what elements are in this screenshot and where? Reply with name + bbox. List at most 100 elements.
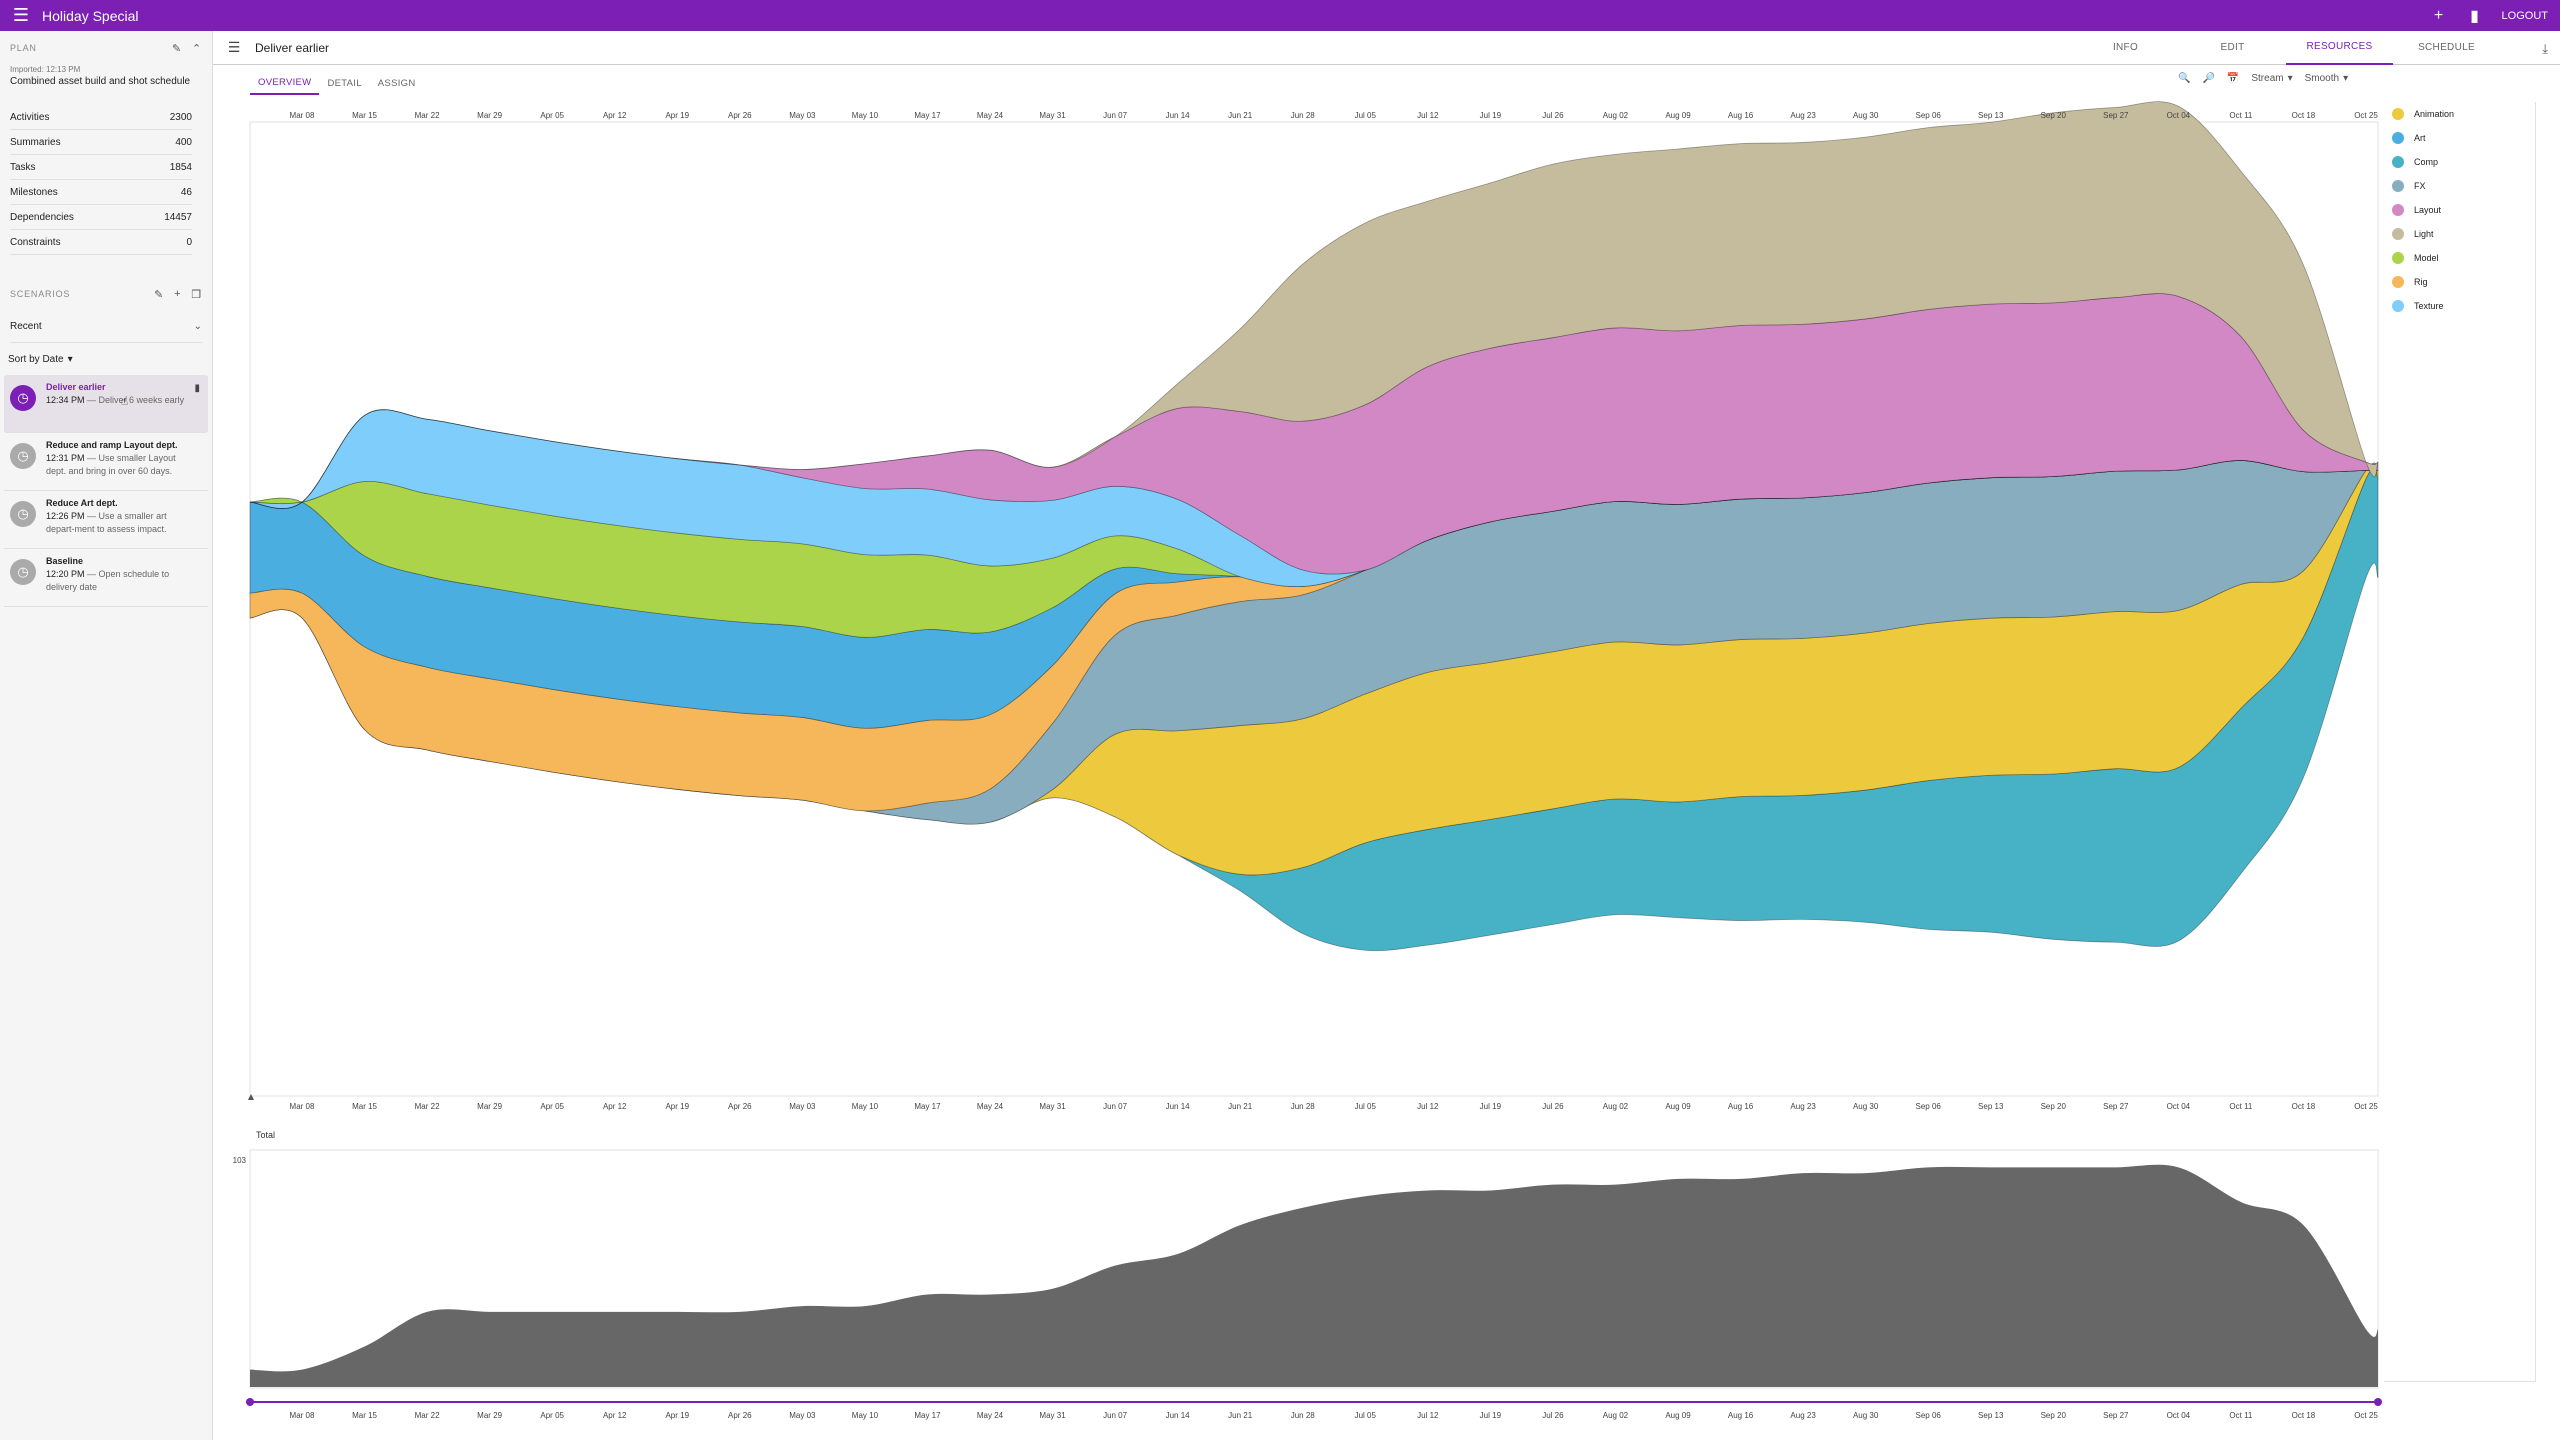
download-icon[interactable]: ⤓ [2542,41,2548,56]
legend-swatch [2392,228,2404,240]
scenario-desc: Use smaller Layout dept. and bring in ov… [46,453,176,476]
scenario-item[interactable]: ◷ Baseline 12:20 PM — Open schedule to d… [4,549,208,607]
top-axis-tick-label: Aug 02 [1603,111,1629,120]
total-axis-tick-label: Aug 30 [1853,1411,1879,1420]
stream-layer-rig[interactable] [249,460,2379,812]
bottom-axis-tick-label: Mar 22 [415,1102,440,1111]
main-header: ☰ Deliver earlier INFO EDIT RESOURCES SCHED… [213,31,2560,65]
total-axis-tick-label: Mar 22 [415,1411,440,1420]
top-axis-tick-label: Jul 12 [1417,111,1439,120]
legend-item[interactable]: Comp [2384,150,2535,174]
legend-item[interactable]: Model [2384,246,2535,270]
chevron-up-icon[interactable]: ⌃ [191,42,202,55]
stream-layer-layout[interactable] [249,293,2379,575]
total-axis-tick-label: Aug 09 [1665,1411,1691,1420]
menu-icon[interactable]: ☰ [12,5,30,25]
legend-item[interactable]: Light [2384,222,2535,246]
tab-info[interactable]: INFO [2112,42,2139,53]
subtab-assign[interactable]: ASSIGN [377,77,416,89]
list-icon[interactable]: ☰ [227,39,241,55]
clock-icon: ◷ [10,501,36,527]
tab-schedule[interactable]: SCHEDULE [2418,42,2475,53]
sort-dropdown[interactable]: Sort by Date ▾ [0,343,212,375]
tab-resources[interactable]: RESOURCES [2286,31,2393,65]
stream-layer-fx[interactable] [249,460,2379,825]
legend-item[interactable]: FX [2384,174,2535,198]
nav-tabs: INFO EDIT RESOURCES SCHEDULE [2072,31,2500,65]
legend-label: Texture [2414,301,2444,311]
bottom-axis-tick-label: Aug 09 [1665,1102,1691,1111]
copy-scenario-icon[interactable]: ❐ [191,288,202,301]
legend-item[interactable]: Rig [2384,270,2535,294]
total-axis-tick-label: Aug 02 [1603,1411,1629,1420]
subtab-overview[interactable]: OVERVIEW [250,71,320,95]
calendar-icon[interactable]: 📅 [2226,73,2240,84]
edit-scenario-icon[interactable]: ✎ [154,288,165,301]
top-axis-tick-label: May 03 [789,111,816,120]
total-axis-tick-label: Apr 26 [728,1411,752,1420]
legend-label: FX [2414,181,2426,191]
delete-scenario-icon[interactable]: ▮ [194,383,200,394]
total-area [250,1164,2378,1387]
mode-dropdown[interactable]: Stream ▾ [2251,73,2292,84]
scenario-item[interactable]: ◷ Deliver earlier 12:34 PM — Deliver 6 w… [4,375,208,433]
delete-icon[interactable]: ▮ [2470,7,2479,25]
bottom-axis-tick-label: Apr 19 [665,1102,689,1111]
stream-layer-art[interactable] [249,460,2379,729]
bottom-axis-tick-label: Mar 29 [477,1102,502,1111]
legend-item[interactable]: Animation [2384,102,2535,126]
add-scenario-icon[interactable]: + [174,287,182,300]
bottom-axis-tick-label: Mar 15 [352,1102,377,1111]
total-axis-tick-label: Oct 25 [2354,1411,2378,1420]
edit-plan-icon[interactable]: ✎ [171,42,182,55]
stream-layer-model[interactable] [249,460,2379,638]
app-title: Holiday Special [42,7,139,24]
stream-layer-animation[interactable] [249,462,2379,876]
zoom-out-icon[interactable]: 🔎 [2202,73,2215,84]
total-axis-tick-label: May 03 [789,1411,816,1420]
interp-dropdown[interactable]: Smooth ▾ [2305,73,2349,84]
stream-layer-comp[interactable] [249,466,2379,952]
total-axis-tick-label: Jul 12 [1417,1411,1439,1420]
scenario-meta: 12:20 PM — Open schedule to delivery dat… [46,569,170,592]
scenario-item[interactable]: ◷ Reduce and ramp Layout dept. 12:31 PM … [4,433,208,491]
chart-toolbar: 🔍 🔎 📅 Stream ▾ Smooth ▾ [2178,73,2348,84]
bottom-axis-tick-label: Apr 12 [603,1102,627,1111]
legend-item[interactable]: Layout [2384,198,2535,222]
recent-dropdown[interactable]: Recent ⌄ [10,311,202,343]
bottom-axis-tick-label: Jul 05 [1355,1102,1377,1111]
clock-icon: ◷ [10,559,36,585]
legend-swatch [2392,108,2404,120]
bottom-axis-tick-label: Aug 23 [1790,1102,1816,1111]
stream-layer-texture[interactable] [249,409,2379,588]
range-slider-start-handle[interactable] [246,1398,254,1406]
stat-row: Summaries 400 [10,130,192,155]
imported-time: Imported: 12:13 PM [10,65,81,74]
top-axis-tick-label: Oct 11 [2229,111,2253,120]
total-axis-tick-label: Jun 21 [1228,1411,1253,1420]
bottom-axis-tick-label: Oct 11 [2229,1102,2253,1111]
legend-swatch [2392,156,2404,168]
stream-layer-light[interactable] [249,101,2379,509]
stat-value: 0 [186,236,192,248]
bottom-axis-tick-label: Jun 14 [1166,1102,1191,1111]
plan-header: PLAN ✎ ⌃ [0,31,212,65]
legend-item[interactable]: Texture [2384,294,2535,318]
tab-edit[interactable]: EDIT [2220,42,2245,53]
logout-button[interactable]: LOGOUT [2501,9,2548,22]
total-axis-tick-label: May 24 [977,1411,1004,1420]
legend-label: Rig [2414,277,2428,287]
legend-item[interactable]: Art [2384,126,2535,150]
range-slider-end-handle[interactable] [2374,1398,2382,1406]
add-icon[interactable]: + [2433,6,2444,24]
bottom-axis-tick-label: Apr 26 [728,1102,752,1111]
scenario-item[interactable]: ◷ Reduce Art dept. 12:26 PM — Use a smal… [4,491,208,549]
bottom-axis-tick-label: Aug 02 [1603,1102,1629,1111]
total-axis-tick-label: Jun 14 [1166,1411,1191,1420]
scenarios-label: SCENARIOS [10,289,71,299]
subtab-detail[interactable]: DETAIL [327,77,362,89]
zoom-in-icon[interactable]: 🔍 [2178,73,2191,84]
stat-value: 2300 [169,111,192,123]
stat-value: 1854 [169,161,192,173]
scenario-text: Reduce Art dept. 12:26 PM — Use a smalle… [46,497,191,542]
